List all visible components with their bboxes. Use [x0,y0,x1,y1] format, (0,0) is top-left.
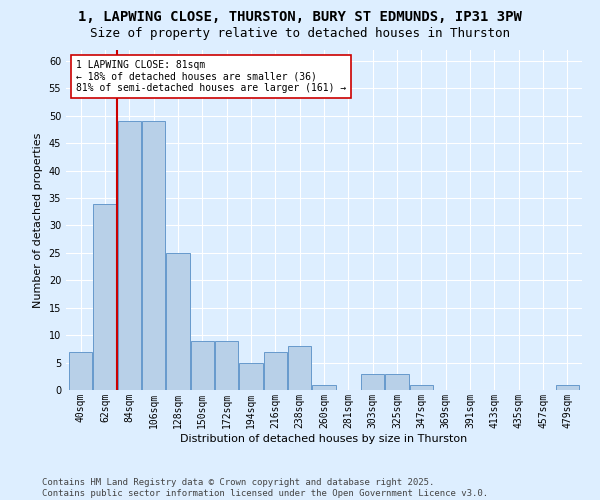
Bar [239,362,263,390]
Text: Size of property relative to detached houses in Thurston: Size of property relative to detached ho… [90,28,510,40]
Bar [69,352,92,390]
X-axis label: Distribution of detached houses by size in Thurston: Distribution of detached houses by size … [181,434,467,444]
Bar [361,374,384,390]
Text: 1, LAPWING CLOSE, THURSTON, BURY ST EDMUNDS, IP31 3PW: 1, LAPWING CLOSE, THURSTON, BURY ST EDMU… [78,10,522,24]
Text: 1 LAPWING CLOSE: 81sqm
← 18% of detached houses are smaller (36)
81% of semi-det: 1 LAPWING CLOSE: 81sqm ← 18% of detached… [76,60,347,94]
Bar [94,204,116,390]
Bar [166,253,190,390]
Y-axis label: Number of detached properties: Number of detached properties [33,132,43,308]
Bar [313,384,335,390]
Bar [264,352,287,390]
Bar [191,340,214,390]
Bar [556,384,579,390]
Bar [385,374,409,390]
Bar [142,122,165,390]
Bar [215,340,238,390]
Bar [410,384,433,390]
Text: Contains HM Land Registry data © Crown copyright and database right 2025.
Contai: Contains HM Land Registry data © Crown c… [42,478,488,498]
Bar [288,346,311,390]
Bar [118,122,141,390]
